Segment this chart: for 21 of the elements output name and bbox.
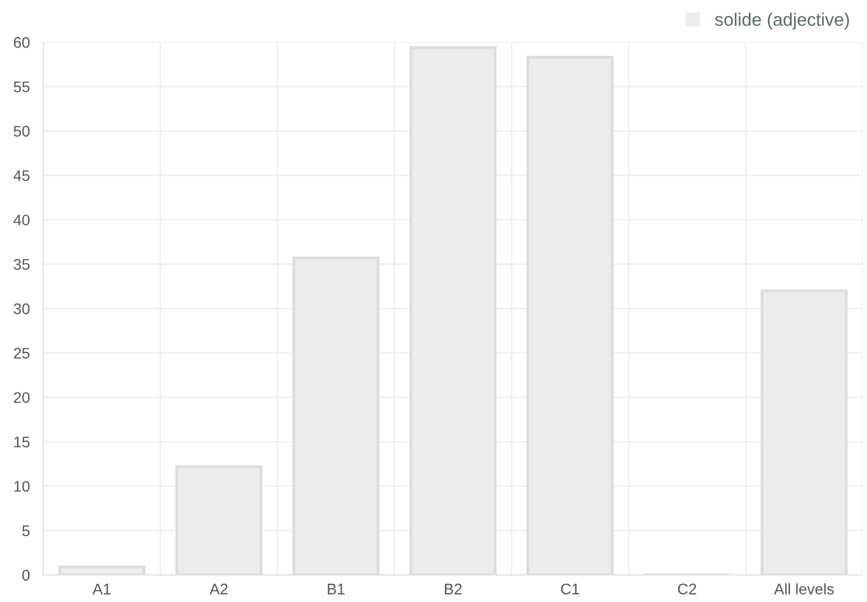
x-tick-label: A2 — [210, 584, 228, 594]
x-tick-label: C1 — [561, 584, 580, 594]
y-tick-label: 45 — [14, 170, 30, 182]
y-tick-label: 50 — [14, 126, 30, 137]
x-tick-label: All levels — [774, 583, 834, 594]
y-tick-label: 35 — [14, 258, 30, 270]
y-tick-label: 0 — [22, 570, 30, 581]
y-tick-label: 25 — [14, 348, 30, 359]
x-tick-label: B1 — [328, 584, 345, 594]
y-tick-label: 5 — [22, 526, 30, 536]
y-tick-label: 30 — [14, 303, 30, 314]
x-tick-label: A1 — [92, 584, 110, 594]
y-tick-label: 20 — [14, 392, 30, 404]
y-tick-label: 60 — [14, 37, 30, 48]
y-tick-label: 40 — [14, 214, 30, 226]
y-tick-label: 10 — [14, 480, 30, 492]
y-tick-label: 55 — [14, 82, 30, 92]
y-tick-label: 15 — [14, 436, 30, 448]
x-tick-label: C2 — [678, 584, 696, 594]
x-tick-label: B2 — [444, 584, 462, 594]
legend-label: solide (adjective) — [715, 12, 849, 30]
